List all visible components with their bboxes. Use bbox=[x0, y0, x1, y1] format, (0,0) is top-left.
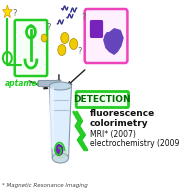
Text: fluorescence: fluorescence bbox=[90, 109, 155, 119]
Polygon shape bbox=[49, 86, 71, 158]
Text: * Magnetic Resonance Imaging: * Magnetic Resonance Imaging bbox=[2, 183, 88, 187]
Text: ?: ? bbox=[12, 9, 17, 19]
FancyBboxPatch shape bbox=[50, 88, 54, 149]
Polygon shape bbox=[103, 28, 124, 55]
Circle shape bbox=[55, 145, 63, 156]
FancyBboxPatch shape bbox=[90, 20, 103, 38]
Text: aptamer: aptamer bbox=[4, 78, 41, 88]
Text: electrochemistry (2009): electrochemistry (2009) bbox=[90, 139, 180, 149]
Circle shape bbox=[58, 44, 66, 56]
FancyBboxPatch shape bbox=[76, 91, 129, 108]
Circle shape bbox=[61, 33, 69, 43]
Text: MRI* (2007): MRI* (2007) bbox=[90, 129, 136, 139]
Ellipse shape bbox=[49, 82, 71, 90]
FancyBboxPatch shape bbox=[15, 20, 47, 76]
Text: colorimetry: colorimetry bbox=[90, 119, 148, 129]
Circle shape bbox=[41, 34, 47, 42]
Circle shape bbox=[70, 39, 78, 50]
Text: ?: ? bbox=[46, 23, 51, 33]
Text: ?: ? bbox=[77, 47, 82, 57]
Polygon shape bbox=[3, 5, 12, 18]
Ellipse shape bbox=[52, 153, 69, 163]
Ellipse shape bbox=[54, 145, 67, 159]
FancyBboxPatch shape bbox=[85, 9, 127, 63]
Text: ?: ? bbox=[81, 13, 86, 22]
Polygon shape bbox=[38, 80, 60, 86]
Text: DETECTION: DETECTION bbox=[74, 95, 131, 105]
